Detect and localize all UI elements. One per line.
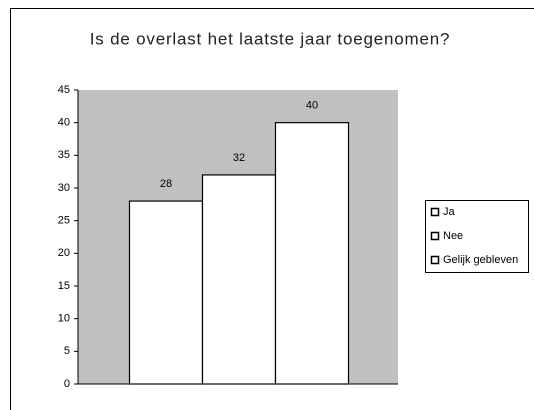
y-tick-label: 15	[58, 280, 70, 292]
y-tick-label: 10	[58, 313, 70, 325]
legend-swatch	[430, 207, 440, 217]
y-tick-label: 30	[58, 182, 70, 194]
y-tick-label: 5	[64, 345, 70, 357]
bar	[274, 122, 350, 385]
chart-title: Is de overlast het laatste jaar toegenom…	[90, 29, 450, 48]
data-label: 32	[233, 152, 245, 164]
bar	[201, 174, 277, 385]
data-label: 28	[160, 178, 172, 190]
y-tick-label: 20	[58, 247, 70, 259]
bar	[128, 200, 204, 385]
legend-label: Gelijk gebleven	[443, 254, 518, 266]
y-tick-label: 0	[64, 378, 70, 390]
legend-box	[425, 200, 529, 273]
y-tick-label: 35	[58, 149, 70, 161]
legend-label: Ja	[443, 206, 456, 218]
legend-swatch	[430, 231, 440, 241]
y-tick-label: 25	[58, 215, 70, 227]
y-tick-label: 45	[58, 84, 70, 96]
chart-frame	[10, 8, 534, 410]
data-label: 40	[306, 100, 318, 112]
legend-label: Nee	[443, 230, 463, 242]
legend-swatch	[430, 255, 440, 265]
y-tick-label: 40	[58, 117, 70, 129]
